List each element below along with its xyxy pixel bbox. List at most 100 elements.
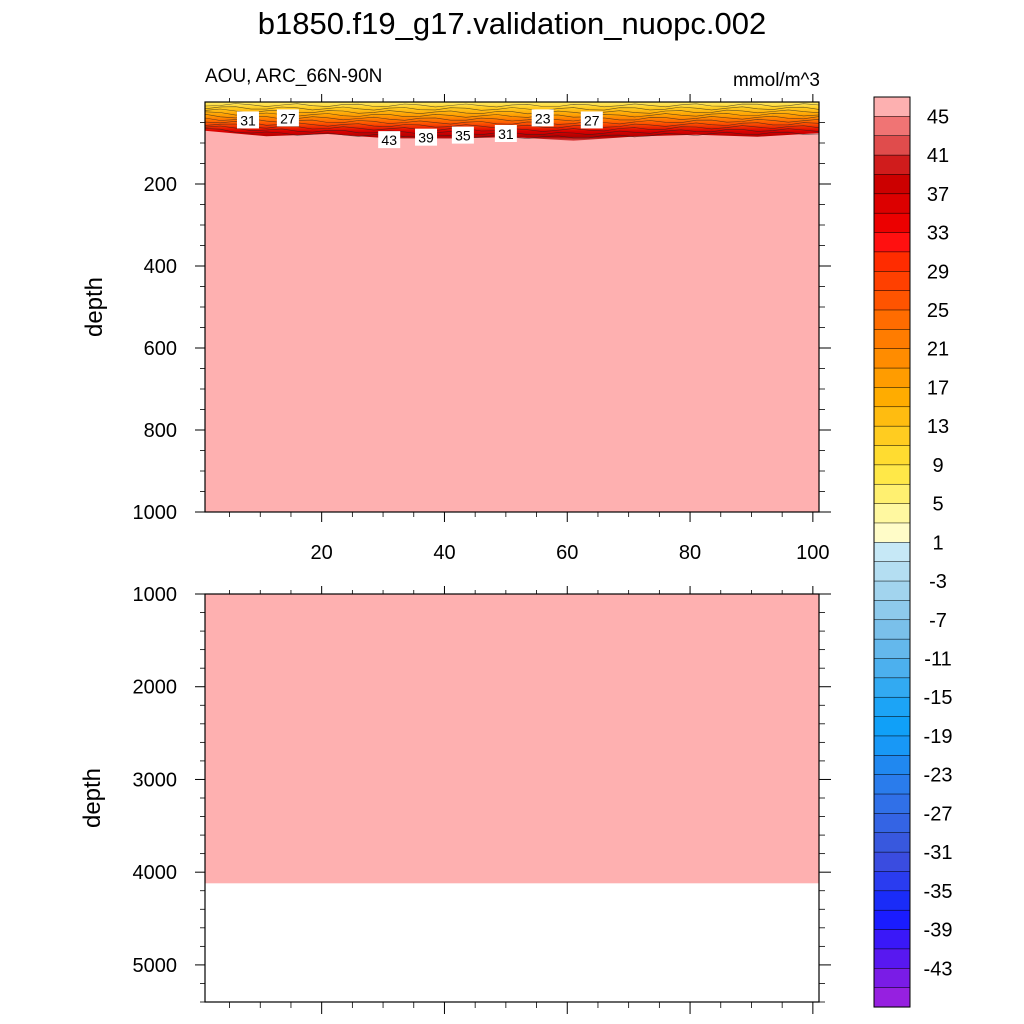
upper-y-axis-label: depth <box>81 277 108 337</box>
contour-label-box <box>276 109 299 127</box>
colorbar-swatch <box>873 193 911 214</box>
contour-label: 43 <box>378 131 401 149</box>
colorbar-swatch <box>873 793 911 814</box>
colorbar-swatch <box>873 580 911 601</box>
colorbar-swatch <box>873 232 911 253</box>
contour-line <box>204 111 820 118</box>
colorbar-swatch <box>873 658 911 679</box>
colorbar-swatch <box>873 406 911 427</box>
colorbar-swatch <box>873 832 911 853</box>
chart-title: b1850.f19_g17.validation_nuopc.002 <box>258 6 767 41</box>
colorbar: 45 41 37 33 29 25 21 17 13 9 5 1 -3 -7 -11 -15 -19 -23 -27… <box>873 96 953 1008</box>
y-tick-label: 800 <box>144 420 177 442</box>
contour-line <box>204 113 820 122</box>
contour-label-text: 35 <box>455 128 471 144</box>
colorbar-label: 13 <box>927 416 949 438</box>
contour-label: 39 <box>415 128 438 146</box>
colorbar-label: 37 <box>927 184 949 206</box>
colorbar-swatch <box>873 135 911 156</box>
colorbar-label: -35 <box>924 881 953 903</box>
colorbar-label: -7 <box>929 610 947 632</box>
colorbar-label: 1 <box>932 532 943 554</box>
y-tick-label: 3000 <box>133 769 178 791</box>
colorbar-swatch <box>873 987 911 1008</box>
x-tick-label: 20 <box>311 542 333 564</box>
colorbar-label: -11 <box>924 649 951 671</box>
lower-depth-panel: 1000 2000 3000 4000 5000 depth <box>79 584 831 1014</box>
colorbar-label: -39 <box>924 920 953 942</box>
colorbar-swatch <box>873 716 911 737</box>
colorbar-swatch <box>873 96 911 117</box>
colorbar-frame <box>873 96 911 1008</box>
contour-label: 27 <box>580 111 603 129</box>
colorbar-swatch <box>873 483 911 505</box>
colorbar-swatch <box>873 154 911 175</box>
colorbar-swatch <box>873 755 911 776</box>
colorbar-swatch <box>873 503 911 524</box>
colorbar-label: -43 <box>924 958 953 980</box>
colorbar-label: -3 <box>929 571 947 593</box>
colorbar-label: -15 <box>924 687 953 709</box>
colorbar-swatch <box>873 212 911 234</box>
contour-label: 35 <box>451 126 474 144</box>
contour-label-box <box>494 124 517 142</box>
colorbar-label: 21 <box>927 339 949 361</box>
x-tick-label: 100 <box>796 542 829 564</box>
contour-label: 31 <box>236 111 259 129</box>
colorbar-label: -23 <box>924 765 953 787</box>
colorbar-swatch <box>873 968 911 989</box>
colorbar-swatch <box>873 542 911 563</box>
contour-label-text: 23 <box>535 110 551 126</box>
contour-label-text: 43 <box>381 132 397 148</box>
colorbar-swatch <box>873 387 911 408</box>
contour-label-text: 27 <box>280 110 296 126</box>
colorbar-label: 29 <box>927 261 949 283</box>
y-tick-label: 4000 <box>133 862 178 884</box>
colorbar-swatch <box>873 677 911 698</box>
colorbar-swatch <box>873 948 911 969</box>
contour-label-box <box>378 131 401 149</box>
x-tick-label: 40 <box>433 542 455 564</box>
colorbar-label: 41 <box>927 145 949 167</box>
colorbar-swatch <box>873 425 911 447</box>
upper-axis-ticks: 200 400 600 800 1000 20 40 60 80 100 <box>133 94 831 564</box>
upper-depth-panel: 31 27 43 39 35 31 23 27 200 400 600 800 1000 20 40 60 8… <box>81 94 831 564</box>
colorbar-label: 17 <box>927 377 949 399</box>
colorbar-swatch <box>873 909 911 931</box>
colorbar-swatch <box>873 890 911 911</box>
colorbar-swatch <box>873 619 911 640</box>
contour-label-box <box>580 111 603 129</box>
contour-line <box>204 103 820 108</box>
contour-label: 27 <box>276 109 299 127</box>
colorbar-swatch <box>873 367 911 388</box>
colorbar-swatch <box>873 735 911 756</box>
colorbar-swatch <box>873 445 911 466</box>
contour-line <box>204 108 820 115</box>
colorbar-swatch <box>873 871 911 892</box>
colorbar-label: 33 <box>927 223 949 245</box>
contour-label-text: 31 <box>240 112 256 128</box>
contour-label: 23 <box>531 109 554 127</box>
contour-label-text: 31 <box>498 126 514 142</box>
colorbar-label: -31 <box>924 842 953 864</box>
y-tick-label: 600 <box>144 338 177 360</box>
y-tick-label: 5000 <box>133 955 178 977</box>
colorbar-label: -19 <box>924 726 953 748</box>
colorbar-swatch <box>873 851 911 873</box>
y-tick-label: 1000 <box>133 584 178 606</box>
colorbar-swatch <box>873 696 911 718</box>
y-tick-label: 1000 <box>133 502 178 524</box>
y-tick-label: 2000 <box>133 677 178 699</box>
colorbar-swatch <box>873 929 911 950</box>
contour-labels: 31 27 43 39 35 31 23 27 <box>236 109 603 149</box>
colorbar-swatch <box>873 290 911 311</box>
lower-field-fill <box>205 594 819 884</box>
units-label: mmol/m^3 <box>733 70 820 91</box>
colorbar-label: 5 <box>932 494 943 516</box>
x-tick-label: 60 <box>556 542 578 564</box>
colorbar-swatch <box>873 638 911 660</box>
colorbar-label: 25 <box>927 300 949 322</box>
upper-field-background <box>205 102 819 512</box>
contour-label-box <box>531 109 554 127</box>
